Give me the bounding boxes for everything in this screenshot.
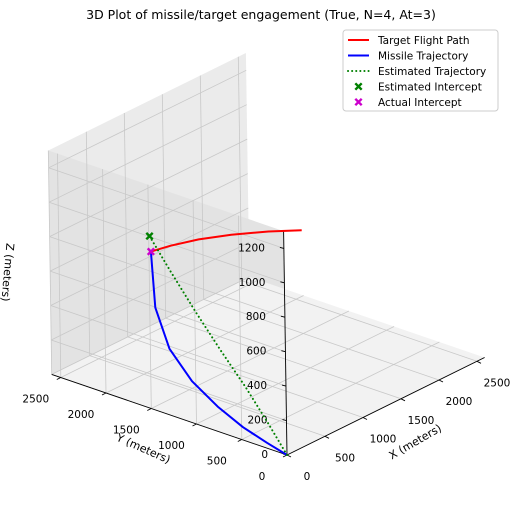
legend-actual-intercept-label: Actual Intercept xyxy=(378,97,462,109)
x-tick-label: 1000 xyxy=(370,434,397,446)
y-tick-label: 1000 xyxy=(158,440,185,452)
z-tick-mark xyxy=(282,419,287,422)
grid-line-z-back xyxy=(48,69,247,169)
grid-lines xyxy=(47,56,485,456)
series-estimated-intercept-marker-stroke xyxy=(145,232,154,241)
grid-line-z-back xyxy=(51,242,249,341)
legend-estimated-trajectory-label: Estimated Trajectory xyxy=(378,66,486,78)
legend-actual-intercept-swatch xyxy=(354,97,363,107)
legend-items: Target Flight Path Missile Trajectory Esti… xyxy=(347,35,486,109)
z-tick-mark xyxy=(281,384,287,387)
grid-line-x-floor xyxy=(127,336,364,418)
legend-missile-trajectory-label: Missile Trajectory xyxy=(378,51,468,63)
grid-line-x-floor xyxy=(241,280,478,362)
z-tick-label: 600 xyxy=(246,346,266,358)
y-tick-label: 1500 xyxy=(113,425,140,437)
legend-estimated-intercept-label: Estimated Intercept xyxy=(378,82,482,94)
x-tick-label: 2500 xyxy=(484,377,511,389)
grid-line-z-side xyxy=(48,201,285,284)
x-tick-mark xyxy=(476,360,482,364)
grid-line-x-wall xyxy=(199,75,205,300)
legend-estimated-intercept-swatch xyxy=(354,82,363,91)
tick-labels: 0500100015002000250005001000150020002500… xyxy=(22,242,510,483)
y-tick-label: 2000 xyxy=(68,409,95,421)
y-tick-mark xyxy=(237,439,243,442)
grid-line-z-back xyxy=(49,138,248,237)
series-actual-intercept-marker xyxy=(146,247,155,256)
y-tick-mark xyxy=(101,392,107,396)
series-missile-trajectory-line xyxy=(149,251,288,456)
z-tick-mark xyxy=(280,315,286,318)
series-estimated-trajectory-line xyxy=(148,235,288,456)
x-tick-label: 500 xyxy=(335,452,355,464)
x-tick-mark xyxy=(362,417,368,420)
x-tick-mark xyxy=(438,379,444,383)
legend: Target Flight Path Missile Trajectory Esti… xyxy=(342,29,499,112)
x-tick-label: 1500 xyxy=(408,415,435,427)
grid-line-z-side xyxy=(49,236,286,318)
y-tick-mark xyxy=(192,423,197,427)
series-estimated-intercept-marker xyxy=(145,232,154,241)
grid-line-y-floor xyxy=(105,295,304,394)
grid-line-z-back xyxy=(49,173,248,272)
z-tick-label: 200 xyxy=(247,415,267,427)
z-axis-label: Z (meters) xyxy=(0,243,17,302)
legend-estimated-intercept-swatch-stroke xyxy=(354,82,363,91)
z-tick-label: 0 xyxy=(261,449,268,461)
grid-line-z-back xyxy=(51,276,250,375)
grid-line-x-floor xyxy=(165,317,402,400)
grid-line-x-wall xyxy=(161,94,167,319)
z-tick-label: 400 xyxy=(247,380,267,392)
legend-frame xyxy=(342,29,499,112)
grid-line-z-side xyxy=(48,167,285,249)
z-axis-line xyxy=(283,231,288,456)
grid-line-y-floor xyxy=(241,341,440,440)
series-target-flight-path-line xyxy=(150,229,302,253)
y-tick-mark xyxy=(56,377,62,380)
y-tick-label: 500 xyxy=(207,456,227,468)
z-tick-mark xyxy=(279,246,285,249)
grid-line-x-wall xyxy=(47,150,53,375)
grid-line-x-floor xyxy=(203,299,440,381)
y-axis-line xyxy=(51,373,288,456)
grid-line-y-floor xyxy=(196,326,395,425)
axis-lines xyxy=(51,231,485,456)
grid-line-z-back xyxy=(50,207,249,306)
x-tick-mark xyxy=(324,435,330,439)
grid-line-z-side xyxy=(49,270,286,353)
grid-line-z-side xyxy=(51,339,287,421)
z-tick-label: 1000 xyxy=(239,277,266,289)
grid-line-x-wall xyxy=(237,56,243,281)
y-tick-mark xyxy=(147,408,152,411)
x-tick-label: 0 xyxy=(304,471,311,483)
z-tick-mark xyxy=(281,350,286,353)
grid-line-y-wall xyxy=(57,153,62,378)
x-tick-mark xyxy=(400,398,406,402)
x-tick-label: 2000 xyxy=(446,396,473,408)
legend-actual-intercept-swatch-stroke xyxy=(354,97,363,107)
chart-title: 3D Plot of missile/target engagement (Tr… xyxy=(86,7,436,22)
z-tick-label: 800 xyxy=(246,311,266,323)
grid-line-z-back xyxy=(48,104,247,203)
grid-line-y-floor xyxy=(60,279,259,378)
y-tick-label: 2500 xyxy=(22,394,49,406)
x-axis-line xyxy=(286,357,485,456)
y-tick-label: 0 xyxy=(259,471,266,483)
series-actual-intercept-marker-stroke xyxy=(146,247,155,256)
legend-target-flight-path-label: Target Flight Path xyxy=(377,35,470,47)
plot-area xyxy=(145,229,302,456)
grid-line-x-wall xyxy=(123,112,129,337)
z-tick-mark xyxy=(280,281,285,284)
grid-line-y-floor xyxy=(151,310,350,409)
z-tick-label: 1200 xyxy=(238,242,265,254)
